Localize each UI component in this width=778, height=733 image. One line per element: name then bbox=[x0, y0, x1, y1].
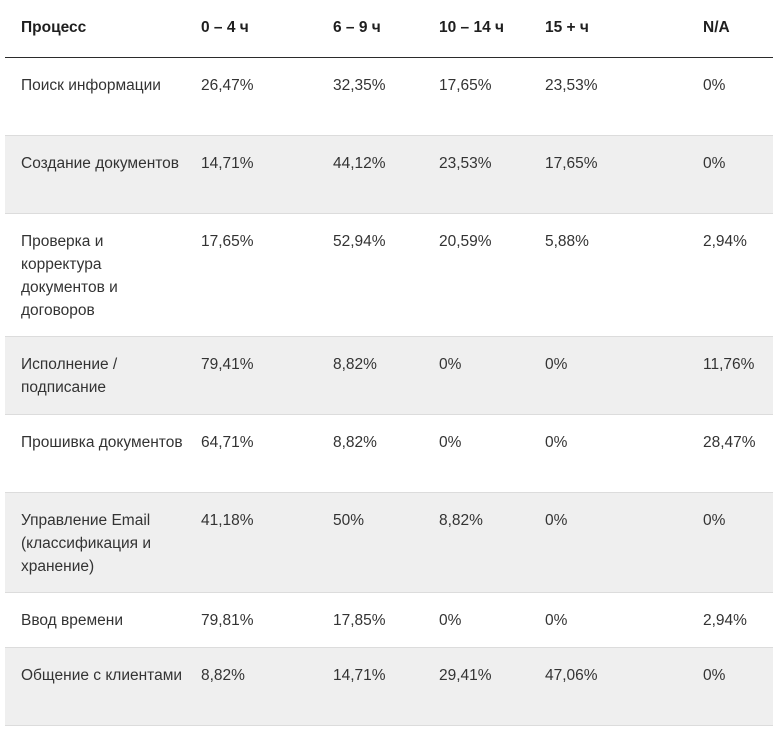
cell-process: Исполнение / подписание bbox=[5, 336, 185, 415]
cell-process: Прошивка документов bbox=[5, 414, 185, 493]
header-6-9h: 6 – 9 ч bbox=[317, 0, 423, 58]
cell-value: 0% bbox=[687, 492, 773, 593]
table-row: Общение с клиентами 8,82% 14,71% 29,41% … bbox=[5, 647, 773, 726]
header-process: Процесс bbox=[5, 0, 185, 58]
cell-value: 8,82% bbox=[317, 336, 423, 415]
cell-value: 0% bbox=[423, 414, 529, 493]
table-row: Прошивка документов 64,71% 8,82% 0% 0% 2… bbox=[5, 414, 773, 493]
cell-value: 17,65% bbox=[423, 57, 529, 136]
cell-value: 0% bbox=[687, 135, 773, 214]
cell-value: 0% bbox=[529, 592, 687, 648]
cell-value: 79,81% bbox=[185, 592, 317, 648]
cell-value: 14,71% bbox=[317, 647, 423, 726]
table-row: Исполнение / подписание 79,41% 8,82% 0% … bbox=[5, 336, 773, 415]
cell-value: 14,71% bbox=[185, 135, 317, 214]
cell-value: 47,06% bbox=[529, 647, 687, 726]
cell-value: 26,47% bbox=[185, 57, 317, 136]
cell-value: 0% bbox=[423, 592, 529, 648]
cell-process: Поиск информации bbox=[5, 57, 185, 136]
table-row: Ввод времени 79,81% 17,85% 0% 0% 2,94% bbox=[5, 592, 773, 648]
table-row: Поиск информации 26,47% 32,35% 17,65% 23… bbox=[5, 57, 773, 136]
cell-value: 5,88% bbox=[529, 213, 687, 337]
cell-value: 2,94% bbox=[687, 592, 773, 648]
cell-value: 79,41% bbox=[185, 336, 317, 415]
data-table-container: Процесс 0 – 4 ч 6 – 9 ч 10 – 14 ч 15 + ч… bbox=[5, 0, 773, 726]
cell-value: 28,47% bbox=[687, 414, 773, 493]
cell-value: 17,85% bbox=[317, 592, 423, 648]
cell-value: 8,82% bbox=[423, 492, 529, 593]
cell-value: 23,53% bbox=[423, 135, 529, 214]
cell-process: Управление Email (классификация и хранен… bbox=[5, 492, 185, 593]
cell-value: 0% bbox=[529, 336, 687, 415]
cell-value: 8,82% bbox=[317, 414, 423, 493]
cell-value: 0% bbox=[687, 57, 773, 136]
table-row: Создание документов 14,71% 44,12% 23,53%… bbox=[5, 135, 773, 214]
cell-value: 64,71% bbox=[185, 414, 317, 493]
cell-process: Создание документов bbox=[5, 135, 185, 214]
cell-value: 11,76% bbox=[687, 336, 773, 415]
cell-process: Проверка и корректура документов и догов… bbox=[5, 213, 185, 337]
cell-value: 0% bbox=[529, 492, 687, 593]
cell-value: 23,53% bbox=[529, 57, 687, 136]
cell-value: 17,65% bbox=[529, 135, 687, 214]
cell-value: 29,41% bbox=[423, 647, 529, 726]
table-header-row: Процесс 0 – 4 ч 6 – 9 ч 10 – 14 ч 15 + ч… bbox=[5, 0, 773, 58]
cell-value: 50% bbox=[317, 492, 423, 593]
cell-value: 8,82% bbox=[185, 647, 317, 726]
cell-value: 41,18% bbox=[185, 492, 317, 593]
cell-value: 2,94% bbox=[687, 213, 773, 337]
cell-value: 52,94% bbox=[317, 213, 423, 337]
table-row: Управление Email (классификация и хранен… bbox=[5, 492, 773, 593]
header-0-4h: 0 – 4 ч bbox=[185, 0, 317, 58]
header-15plus-h: 15 + ч bbox=[529, 0, 687, 58]
cell-value: 44,12% bbox=[317, 135, 423, 214]
cell-process: Общение с клиентами bbox=[5, 647, 185, 726]
cell-value: 0% bbox=[529, 414, 687, 493]
cell-value: 17,65% bbox=[185, 213, 317, 337]
cell-value: 0% bbox=[687, 647, 773, 726]
header-10-14h: 10 – 14 ч bbox=[423, 0, 529, 58]
cell-value: 0% bbox=[423, 336, 529, 415]
header-na: N/A bbox=[687, 0, 773, 58]
cell-process: Ввод времени bbox=[5, 592, 185, 648]
cell-value: 20,59% bbox=[423, 213, 529, 337]
process-time-table: Процесс 0 – 4 ч 6 – 9 ч 10 – 14 ч 15 + ч… bbox=[5, 0, 773, 726]
table-row: Проверка и корректура документов и догов… bbox=[5, 213, 773, 337]
cell-value: 32,35% bbox=[317, 57, 423, 136]
